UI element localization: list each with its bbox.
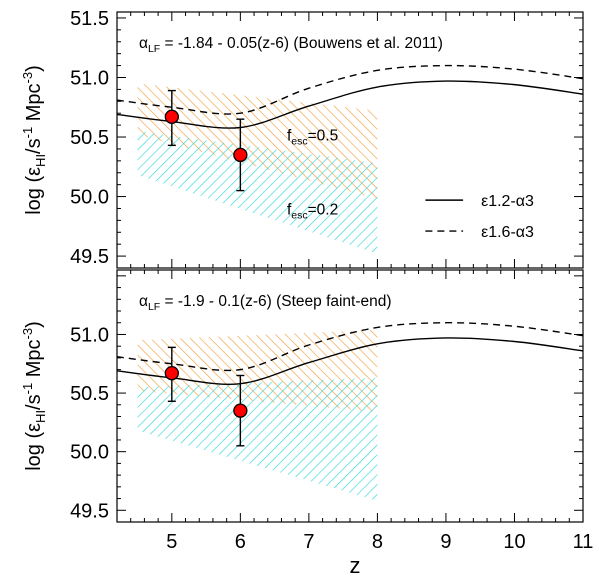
legend-label-dashed: ε1.6-α3 [481,224,534,241]
series-line-dashed [117,64,583,115]
ylabel-sup1: -1 [20,127,35,139]
title-sub: LF [148,43,160,55]
x-tick-label: 10 [503,531,525,553]
legend-label-solid: ε1.2-α3 [481,193,534,210]
series-line-solid [117,80,583,129]
panel-bottom: 49.5 50.0 50.5 51.0 5 6 7 8 9 10 11 αLF = -1.9 - 0.… [20,269,594,553]
band-label-orange: fesc=0.5 [287,128,338,148]
ylabel-sup2: -3 [20,328,35,340]
x-tick-label: 6 [235,531,246,553]
y-tick-label: 51.5 [70,8,109,30]
legend: ε1.2-α3 ε1.6-α3 [425,193,534,241]
y-tick-label: 49.5 [70,500,109,522]
band-label-cyan: fesc=0.2 [287,201,338,221]
ylabel-sub: HI [33,410,48,423]
y-axis-label: log (εHI/s-1 Mpc-3) [20,321,48,471]
x-tick-label: 11 [573,531,594,553]
data-marker [164,109,179,124]
x-axis-label: z [350,553,361,578]
panel-title: αLF = -1.84 - 0.05(z-6) (Bouwens et al. … [139,35,443,55]
ylabel-sup2: -3 [20,72,35,84]
y-tick-label: 50.5 [70,127,109,149]
series-line-dashed [117,322,583,372]
y-tick-label: 50.5 [70,383,109,405]
series-line-solid [117,337,583,385]
band-label-sub: esc [291,136,307,148]
ylabel-mid2: Mpc [23,83,45,126]
ylabel-prefix: log (ε [23,423,45,471]
ylabel-suffix: ) [23,321,45,328]
plot-area [117,64,583,254]
ticks [116,270,584,523]
data-marker [233,403,248,418]
y-tick-label: 49.5 [70,246,109,268]
y-tick-label: 51.0 [70,67,109,89]
y-tick-label: 50.0 [70,442,109,464]
y-tick-label: 51.0 [70,324,109,346]
y-axis-label: log (εHI/s-1 Mpc-3) [20,65,48,215]
ylabel-mid: /s [23,138,45,154]
data-point-1 [233,374,248,447]
x-tick-label: 7 [303,531,314,553]
x-tick-label: 8 [372,531,383,553]
title-alpha: α [139,35,148,52]
y-tick-label: 50.0 [70,187,109,209]
x-tick-label: 5 [166,531,177,553]
ylabel-mid2: Mpc [23,339,45,382]
ylabel-sub: HI [33,154,48,167]
data-marker [164,365,179,381]
band-label-rest: =0.2 [308,201,339,218]
title-rest: = -1.9 - 0.1(z-6) (Steep faint-end) [160,293,391,310]
band-cyan [137,377,378,501]
ylabel-suffix: ) [23,65,45,72]
band-label-f: f [287,201,292,218]
title-alpha: α [139,293,148,310]
data-point-1 [233,118,248,192]
ticks [116,12,584,269]
panel-title: αLF = -1.9 - 0.1(z-6) (Steep faint-end) [139,293,392,313]
data-point-0 [164,346,179,402]
band-label-f: f [287,128,292,145]
data-marker [233,147,248,163]
band-cyan [137,131,378,254]
ylabel-mid: /s [23,394,45,410]
ylabel-prefix: log (ε [23,167,45,215]
panel-top: 49.5 50.0 50.5 51.0 51.5 αLF = -1.84 - 0.05(z… [20,8,584,269]
ylabel-sup1: -1 [20,383,35,395]
band-label-sub: esc [291,209,307,221]
x-tick-label: 9 [440,531,451,553]
title-rest: = -1.84 - 0.05(z-6) (Bouwens et al. 2011… [160,35,443,52]
plot-area [117,322,583,501]
title-sub: LF [148,301,160,313]
band-label-rest: =0.5 [308,128,339,145]
data-point-0 [164,89,179,147]
